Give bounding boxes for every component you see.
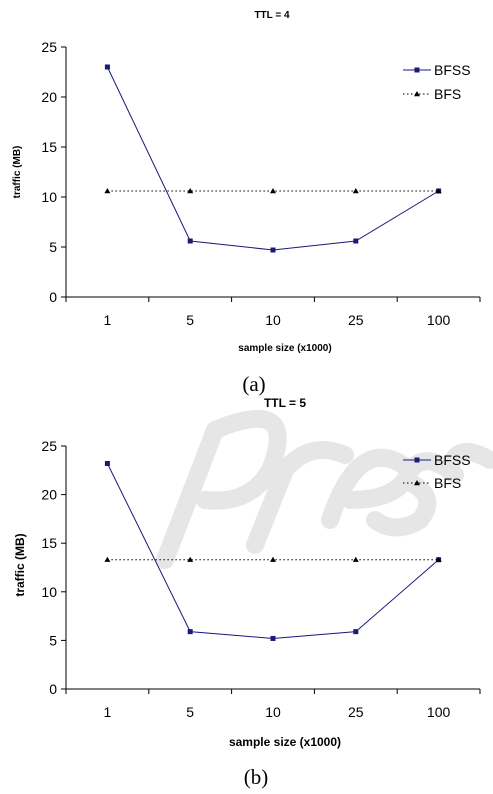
data-point [187, 556, 194, 562]
y-tick-label: 0 [49, 681, 57, 697]
legend-label: BFS [434, 475, 461, 491]
legend: BFSS BFS [403, 452, 471, 491]
legend-label: BFSS [434, 452, 471, 468]
x-tick-label: 100 [427, 704, 451, 720]
data-point [435, 556, 442, 562]
data-point [353, 629, 359, 635]
data-point [187, 629, 193, 635]
y-tick-label: 25 [41, 39, 57, 55]
x-tick-label: 1 [104, 312, 112, 328]
x-tick-label: 1 [104, 704, 112, 720]
x-tick-label: 100 [427, 312, 451, 328]
data-point [353, 238, 359, 244]
y-tick-label: 0 [49, 289, 57, 305]
axes [61, 445, 481, 694]
y-tick-label: 15 [41, 535, 57, 551]
legend-label: BFSS [434, 62, 471, 78]
y-tick-label: 20 [41, 487, 57, 503]
chart-title: TTL = 4 [254, 10, 290, 21]
series-layer [104, 64, 442, 253]
legend-marker [414, 480, 420, 486]
series-layer [104, 460, 442, 641]
data-point [435, 188, 442, 194]
legend-marker [414, 457, 420, 463]
y-axis-title: traffic (MB) [13, 533, 27, 596]
data-point [187, 238, 193, 244]
series-line-bfss [106, 66, 439, 251]
caption: (b) [244, 765, 269, 789]
x-axis-title: sample size (x1000) [238, 343, 331, 354]
legend: BFSS BFS [403, 62, 471, 102]
x-tick-label: 5 [186, 312, 194, 328]
caption: (a) [242, 372, 265, 396]
watermark [156, 409, 493, 569]
x-tick-label: 25 [348, 312, 364, 328]
legend-marker [414, 91, 420, 97]
chart-a: TTL = 4 traffic (MB) sample size (x1000)… [12, 10, 481, 396]
data-point [270, 556, 276, 562]
axes [61, 46, 481, 302]
y-tick-label: 10 [41, 189, 57, 205]
y-axis-title: traffic (MB) [12, 146, 23, 199]
x-tick-label: 5 [186, 704, 194, 720]
x-axis-title: sample size (x1000) [229, 735, 341, 749]
legend-marker [414, 67, 420, 73]
data-point [104, 460, 110, 466]
y-tick-label: 20 [41, 89, 57, 105]
data-point [104, 64, 110, 70]
y-tick-label: 5 [49, 239, 57, 255]
data-point [352, 188, 359, 194]
data-point [104, 556, 111, 562]
y-tick-label: 25 [41, 438, 57, 454]
data-point [270, 635, 276, 641]
data-point [352, 556, 359, 562]
x-tick-label: 10 [265, 312, 281, 328]
x-tick-label: 25 [348, 704, 364, 720]
y-tick-label: 15 [41, 139, 57, 155]
data-point [270, 247, 276, 253]
y-tick-label: 5 [49, 632, 57, 648]
chart-title: TTL = 5 [264, 396, 306, 410]
x-tick-label: 10 [265, 704, 281, 720]
chart-b: TTL = 5 traffic (MB) sample size (x1000)… [13, 396, 481, 789]
data-point [270, 188, 276, 194]
y-tick-label: 10 [41, 584, 57, 600]
data-point [187, 188, 194, 194]
legend-label: BFS [434, 86, 461, 102]
data-point [104, 188, 111, 194]
